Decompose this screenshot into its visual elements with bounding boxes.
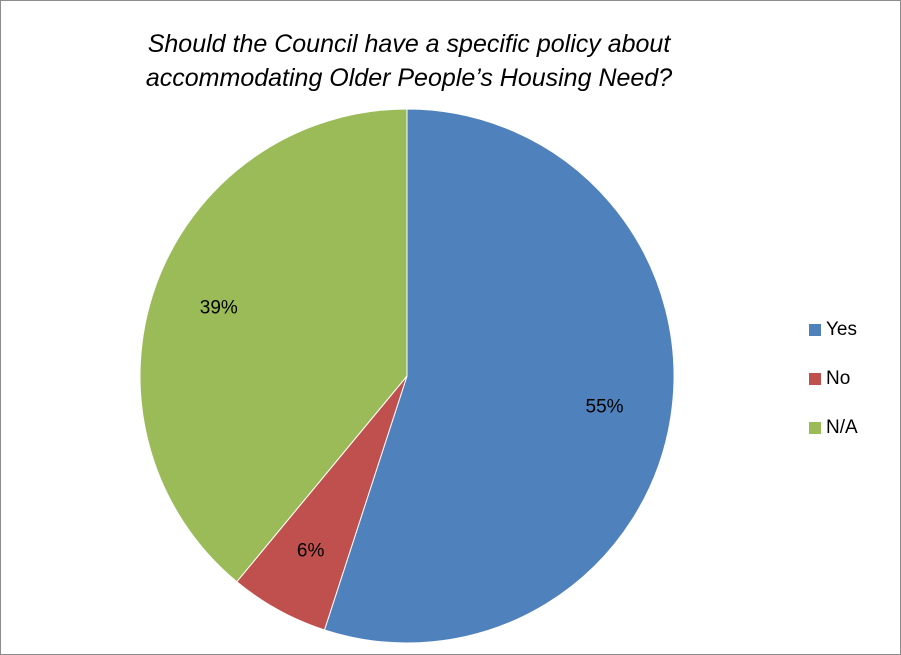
legend-item-yes: Yes (809, 317, 858, 342)
legend-item-no: No (809, 366, 858, 391)
data-label-na: 39% (200, 297, 238, 318)
data-label-no: 6% (297, 540, 325, 561)
legend-label-na: N/A (826, 416, 858, 438)
chart-title: Should the Council have a specific polic… (1, 27, 817, 95)
legend-swatch-no (809, 372, 821, 385)
pie-slice-na (139, 108, 408, 583)
legend-swatch-yes (809, 323, 821, 336)
data-label-yes: 55% (586, 396, 624, 417)
legend-label-yes: Yes (826, 318, 857, 340)
chart-title-line-1: Should the Council have a specific polic… (147, 30, 671, 58)
pie-slice-yes (323, 108, 675, 644)
legend-swatch-na (809, 421, 821, 434)
chart-title-line-2: accommodating Older People’s Housing Nee… (145, 64, 673, 92)
legend: Yes No N/A (809, 317, 858, 464)
legend-item-na: N/A (809, 415, 858, 440)
legend-label-no: No (826, 367, 851, 389)
